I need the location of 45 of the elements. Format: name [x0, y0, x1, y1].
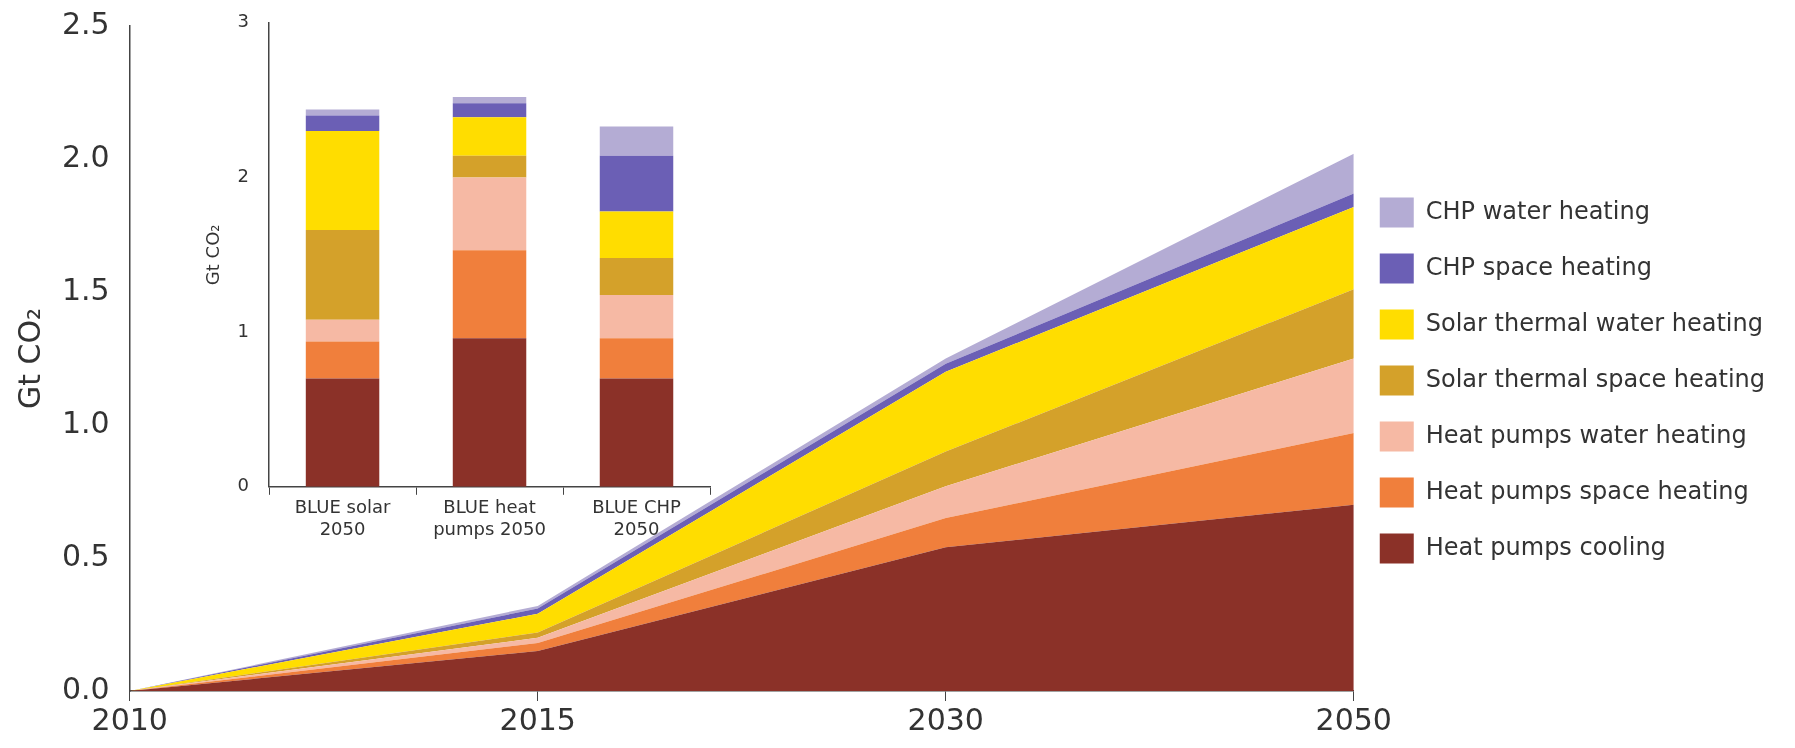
bar [305, 341, 380, 379]
y-tick-label: 2.0 [61, 138, 110, 174]
y-tick-label: 1.5 [61, 271, 110, 307]
bar [452, 155, 527, 178]
legend-label: Heat pumps water heating [1425, 420, 1747, 449]
y-tick-label: 0.5 [61, 537, 110, 573]
bar [305, 319, 380, 342]
legend-label: CHP space heating [1425, 252, 1652, 281]
bar [599, 338, 674, 379]
y-tick-label: 0 [237, 474, 250, 496]
bar [305, 109, 380, 116]
legend-label: Solar thermal water heating [1425, 308, 1763, 337]
y-axis-title: Gt CO₂ [202, 224, 224, 286]
x-tick-label: BLUE heat pumps 2050 [433, 496, 546, 539]
bar [452, 97, 527, 104]
x-tick-label: 2030 [907, 701, 984, 737]
bar [452, 250, 527, 339]
legend-label: Solar thermal space heating [1425, 364, 1765, 393]
y-tick-label: 1.0 [61, 404, 110, 440]
legend-label: Heat pumps cooling [1425, 532, 1666, 561]
bar [599, 295, 674, 339]
x-tick-label: BLUE CHP 2050 [592, 496, 681, 539]
legend-label: Heat pumps space heating [1425, 476, 1749, 505]
bar [452, 117, 527, 156]
bar [452, 177, 527, 251]
y-tick-label: 2.5 [61, 5, 110, 41]
bar [452, 103, 527, 118]
bar [599, 378, 674, 487]
y-tick-label: 3 [237, 10, 250, 32]
y-axis-title: Gt CO₂ [11, 307, 47, 410]
bar [599, 155, 674, 212]
legend-label: CHP water heating [1425, 196, 1650, 225]
bar [305, 230, 380, 320]
bar [305, 131, 380, 231]
x-tick-label: 2015 [499, 701, 576, 737]
bar [599, 126, 674, 156]
bar [305, 115, 380, 132]
x-tick-label: 2050 [1315, 701, 1392, 737]
bar [599, 211, 674, 258]
y-tick-label: 2 [237, 165, 250, 187]
x-tick-label: BLUE solar 2050 [294, 496, 391, 539]
y-tick-label: 1 [237, 319, 250, 341]
bar [452, 338, 527, 487]
bar [599, 257, 674, 296]
bar [305, 378, 380, 487]
